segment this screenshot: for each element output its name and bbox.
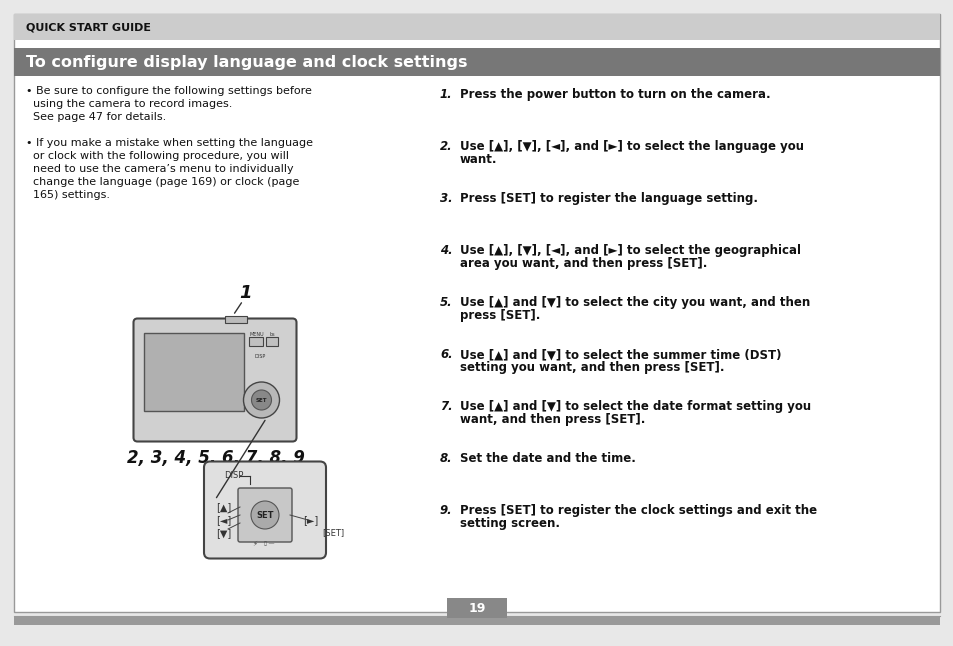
Text: bs: bs bbox=[270, 333, 275, 337]
Text: 19: 19 bbox=[468, 601, 485, 614]
Text: Use [▲] and [▼] to select the date format setting you: Use [▲] and [▼] to select the date forma… bbox=[459, 400, 810, 413]
Text: ▯ ―: ▯ ― bbox=[264, 541, 274, 547]
Text: 4.: 4. bbox=[439, 244, 452, 257]
Text: 1.: 1. bbox=[439, 88, 452, 101]
Text: 6.: 6. bbox=[439, 348, 452, 361]
Text: SET: SET bbox=[255, 397, 267, 402]
Text: 7.: 7. bbox=[439, 400, 452, 413]
Text: Press the power button to turn on the camera.: Press the power button to turn on the ca… bbox=[459, 88, 770, 101]
Bar bbox=[14, 48, 939, 76]
Bar bbox=[225, 315, 247, 322]
Text: 165) settings.: 165) settings. bbox=[26, 190, 110, 200]
Text: [▲]: [▲] bbox=[215, 502, 231, 512]
Text: 2, 3, 4, 5, 6, 7, 8, 9: 2, 3, 4, 5, 6, 7, 8, 9 bbox=[128, 450, 305, 468]
Text: • Be sure to configure the following settings before: • Be sure to configure the following set… bbox=[26, 86, 312, 96]
Text: area you want, and then press [SET].: area you want, and then press [SET]. bbox=[459, 257, 706, 270]
Text: ⚡: ⚡ bbox=[253, 541, 257, 547]
FancyBboxPatch shape bbox=[204, 461, 326, 559]
Text: To configure display language and clock settings: To configure display language and clock … bbox=[26, 54, 467, 70]
Text: DISP: DISP bbox=[224, 472, 243, 481]
Text: Set the date and the time.: Set the date and the time. bbox=[459, 452, 636, 465]
Text: want, and then press [SET].: want, and then press [SET]. bbox=[459, 413, 644, 426]
Text: Use [▲], [▼], [◄], and [►] to select the geographical: Use [▲], [▼], [◄], and [►] to select the… bbox=[459, 244, 801, 257]
Text: press [SET].: press [SET]. bbox=[459, 309, 539, 322]
Text: • If you make a mistake when setting the language: • If you make a mistake when setting the… bbox=[26, 138, 313, 148]
Text: Use [▲] and [▼] to select the city you want, and then: Use [▲] and [▼] to select the city you w… bbox=[459, 296, 809, 309]
Bar bbox=[447, 598, 506, 618]
Text: QUICK START GUIDE: QUICK START GUIDE bbox=[26, 22, 151, 32]
Text: MENU: MENU bbox=[249, 333, 264, 337]
Bar bbox=[144, 333, 244, 410]
Text: or clock with the following procedure, you will: or clock with the following procedure, y… bbox=[26, 151, 289, 161]
Text: setting screen.: setting screen. bbox=[459, 517, 559, 530]
Text: setting you want, and then press [SET].: setting you want, and then press [SET]. bbox=[459, 361, 723, 374]
Text: 5.: 5. bbox=[439, 296, 452, 309]
FancyBboxPatch shape bbox=[133, 318, 296, 441]
Text: 1: 1 bbox=[238, 284, 251, 302]
Bar bbox=[14, 14, 939, 40]
Text: DISP: DISP bbox=[254, 355, 266, 360]
Text: 3.: 3. bbox=[439, 192, 452, 205]
Text: SET: SET bbox=[256, 510, 274, 519]
Text: [▼]: [▼] bbox=[215, 528, 231, 538]
Text: 8.: 8. bbox=[439, 452, 452, 465]
Text: See page 47 for details.: See page 47 for details. bbox=[26, 112, 166, 122]
Text: [SET]: [SET] bbox=[322, 528, 344, 537]
Text: need to use the camera’s menu to individually: need to use the camera’s menu to individ… bbox=[26, 164, 294, 174]
FancyBboxPatch shape bbox=[237, 488, 292, 542]
Text: [◄]: [◄] bbox=[215, 515, 231, 525]
Text: 9.: 9. bbox=[439, 504, 452, 517]
Circle shape bbox=[243, 382, 279, 418]
Circle shape bbox=[251, 501, 278, 529]
Circle shape bbox=[252, 390, 272, 410]
Bar bbox=[14, 617, 939, 625]
Text: want.: want. bbox=[459, 153, 497, 166]
Text: [►]: [►] bbox=[302, 515, 317, 525]
Bar bbox=[250, 337, 263, 346]
Text: Use [▲] and [▼] to select the summer time (DST): Use [▲] and [▼] to select the summer tim… bbox=[459, 348, 781, 361]
Text: Use [▲], [▼], [◄], and [►] to select the language you: Use [▲], [▼], [◄], and [►] to select the… bbox=[459, 140, 803, 153]
Text: 2.: 2. bbox=[439, 140, 452, 153]
Text: change the language (page 169) or clock (page: change the language (page 169) or clock … bbox=[26, 177, 299, 187]
Text: Press [SET] to register the language setting.: Press [SET] to register the language set… bbox=[459, 192, 758, 205]
Text: using the camera to record images.: using the camera to record images. bbox=[26, 99, 233, 109]
Bar bbox=[266, 337, 278, 346]
Text: Press [SET] to register the clock settings and exit the: Press [SET] to register the clock settin… bbox=[459, 504, 817, 517]
